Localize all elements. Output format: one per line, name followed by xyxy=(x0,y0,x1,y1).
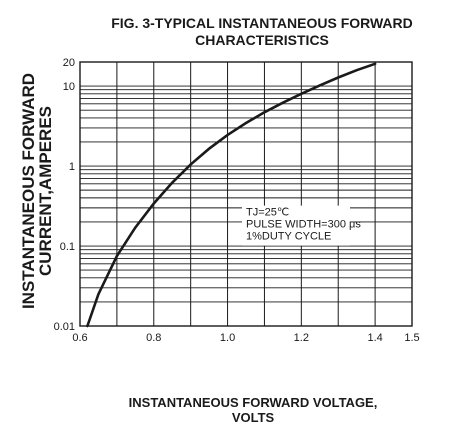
y-tick-label: 0.1 xyxy=(60,241,75,253)
annotation-background xyxy=(242,205,350,246)
y-tick-label: 0.01 xyxy=(54,321,75,333)
x-tick-label: 1.2 xyxy=(294,332,309,344)
plot-frame xyxy=(79,61,413,327)
x-axis-label-line-1: INSTANTANEOUS FORWARD VOLTAGE, xyxy=(129,395,378,410)
annotation-junction-temperature: TJ=25℃ xyxy=(246,207,289,219)
tick-labels: 0.6 0.8 1.0 1.2 1.4 1.5 0.01 0.1 1 10 20 xyxy=(54,57,420,344)
y-tick-label: 10 xyxy=(63,81,75,93)
forward-current-curve xyxy=(86,62,377,328)
x-tick-label: 0.6 xyxy=(72,332,87,344)
annotation-duty-cycle: 1%DUTY CYCLE xyxy=(246,231,331,243)
grid xyxy=(80,62,412,326)
x-tick-label: 1.0 xyxy=(220,332,235,344)
annotation-pulse-width: PULSE WIDTH=300 μs xyxy=(246,219,361,231)
y-axis-label-group: INSTANTANEOUS FORWARD CURRENT,AMPERES xyxy=(19,73,55,309)
x-axis-label-line-2: VOLTS xyxy=(232,410,275,425)
y-axis-label-line-2: CURRENT,AMPERES xyxy=(36,106,55,276)
chart-title-line-1: FIG. 3-TYPICAL INSTANTANEOUS FORWARD xyxy=(111,15,413,31)
chart-title-line-2: CHARACTERISTICS xyxy=(195,32,329,48)
y-axis-label-line-1: INSTANTANEOUS FORWARD xyxy=(19,73,38,309)
x-tick-label: 1.5 xyxy=(404,332,419,344)
y-tick-label: 1 xyxy=(69,161,75,173)
x-tick-label: 0.8 xyxy=(146,332,161,344)
y-tick-label: 20 xyxy=(63,57,75,69)
x-tick-label: 1.4 xyxy=(367,332,382,344)
